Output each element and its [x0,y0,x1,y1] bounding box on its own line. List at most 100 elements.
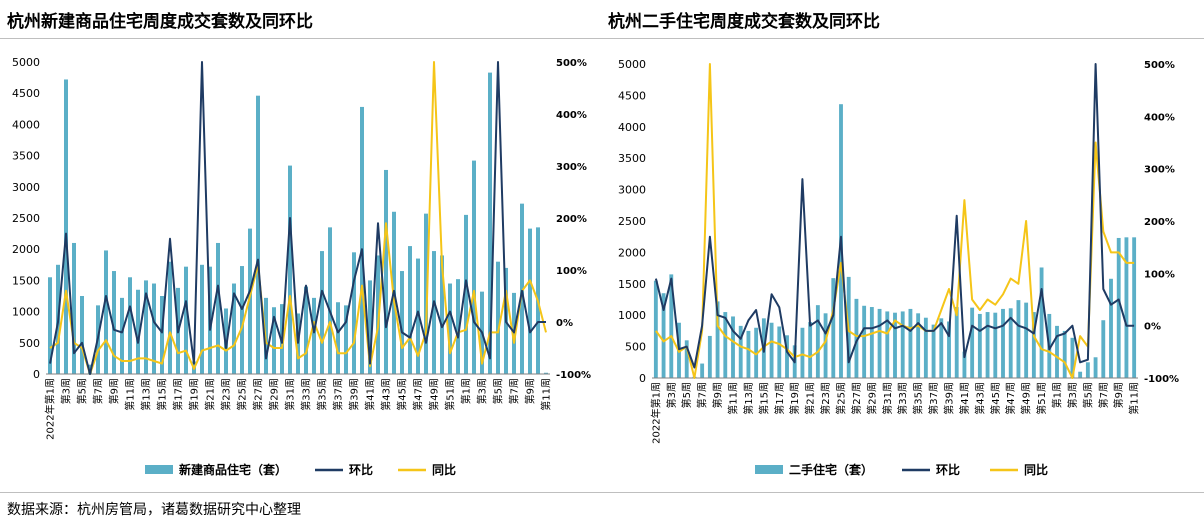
x-tick-label: 第27周 [850,382,863,415]
x-tick-label: 第11周 [540,378,553,411]
x-tick-label: 第7周 [1097,382,1110,408]
x-tick-label: 第11周 [124,378,137,411]
bar [993,312,998,378]
x-tick-label: 2022年第1周 [44,378,57,440]
bar [160,296,164,374]
x-tick-label: 第19周 [188,378,201,411]
y-left-tick-label: 500 [19,337,40,350]
x-tick-label: 第5周 [76,378,89,404]
y-left-tick-label: 1500 [12,274,40,287]
x-tick-label: 第9周 [108,378,121,404]
bar [862,305,867,378]
x-tick-label: 第41周 [364,378,377,411]
legend: 二手住宅（套） 环比 同比 [755,462,1048,477]
left-chart-title: 杭州新建商品住宅周度成交套数及同环比 [7,12,313,32]
y-right-tick-label: 500% [1144,60,1175,71]
x-tick-label: 第23周 [819,382,832,415]
y-right-tick-label: -100% [556,370,591,381]
bar [464,214,468,374]
bar [769,322,774,378]
x-tick-label: 第9周 [1112,382,1125,408]
legend: 新建商品住宅（套） 环比 同比 [145,462,456,477]
y-right-tick-label: 500% [556,58,587,69]
x-tick-label: 第5周 [680,382,693,408]
bar [272,307,276,374]
bar [754,327,759,378]
x-tick-label: 第39周 [943,382,956,415]
y-left-tick-label: 1000 [618,309,646,322]
x-tick-label: 2022年第1周 [649,382,662,444]
y-right-tick-label: -100% [1144,374,1179,385]
x-tick-label: 第31周 [284,378,297,411]
bar [528,228,532,374]
x-tick-label: 第5周 [492,378,505,404]
bar [916,313,921,378]
x-tick-label: 第9周 [711,382,724,408]
y-left-tick-label: 1500 [618,278,646,291]
y-left-tick-label: 1000 [12,306,40,319]
bar [128,277,132,374]
bar [120,297,124,374]
bar [408,246,412,374]
legend-label-yoy: 同比 [432,462,456,477]
bar [336,302,340,374]
bar [723,312,728,378]
y-left-tick-label: 3500 [618,152,646,165]
y-left-tick-label: 2000 [618,246,646,259]
bar [1085,362,1090,378]
bar [823,313,828,378]
bar [869,307,874,378]
bar [908,308,913,378]
bar [64,79,68,375]
bar [900,311,905,378]
title-divider [0,38,1204,39]
x-tick-label: 第15周 [757,382,770,415]
x-tick-label: 第29周 [268,378,281,411]
second-hand-housing-chart: 0 500 1000 1500 2000 2500 3000 3500 4000 4500 5000… [618,58,1179,477]
bar [785,335,789,378]
bar [1008,308,1013,378]
mom-line [654,63,1135,369]
bar [1031,312,1036,378]
bar [288,165,292,374]
bar [304,286,308,374]
x-tick-label: 第33周 [300,378,313,411]
y-left-tick-label: 3000 [12,181,40,194]
y-right-tick-label: 100% [556,266,587,277]
bar [48,277,52,374]
bar [939,318,944,378]
x-tick-label: 第45周 [989,382,1002,415]
bar [1078,371,1083,378]
x-tick-label: 第35周 [912,382,925,415]
x-tick-label: 第47周 [1004,382,1017,415]
x-tick-label: 第37周 [927,382,940,415]
y-left-tick-label: 4500 [12,87,40,100]
x-tick-label: 第33周 [896,382,909,415]
bar [777,326,782,378]
x-tick-label: 第1周 [1051,382,1064,408]
legend-label-mom: 环比 [349,462,373,477]
y-right-tick-label: 100% [1144,269,1175,280]
x-tick-label: 第13周 [140,378,153,411]
x-tick-label: 第3周 [1066,382,1079,408]
bar [746,330,751,378]
bar [488,72,492,374]
bar [112,271,116,374]
bar [448,283,452,374]
y-left-tick-label: 4000 [618,121,646,134]
bar [240,266,244,374]
bar [384,169,388,374]
x-tick-label: 第27周 [252,378,265,411]
new-housing-chart: 0 500 1000 1500 2000 2500 3000 3500 4000 4500 5000… [12,56,591,477]
bar [512,292,516,374]
bar [232,283,236,374]
x-tick-label: 第23周 [220,378,233,411]
y-right-tick-label: 0% [556,318,573,329]
y-left-tick-label: 3500 [12,150,40,163]
x-tick-label: 第7周 [92,378,105,404]
yoy-line [655,63,1135,379]
bar [312,297,316,374]
x-tick-label: 第41周 [958,382,971,415]
x-tick-label: 第37周 [332,378,345,411]
yoy-line [49,61,547,375]
